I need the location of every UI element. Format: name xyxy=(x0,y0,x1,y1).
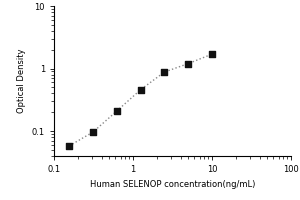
Point xyxy=(91,130,95,134)
Point xyxy=(210,53,214,56)
Y-axis label: Optical Density: Optical Density xyxy=(17,49,26,113)
Point xyxy=(115,109,119,113)
Point xyxy=(67,144,72,148)
Point xyxy=(186,62,190,65)
X-axis label: Human SELENOP concentration(ng/mL): Human SELENOP concentration(ng/mL) xyxy=(90,180,255,189)
Point xyxy=(162,70,167,74)
Point xyxy=(138,88,143,91)
